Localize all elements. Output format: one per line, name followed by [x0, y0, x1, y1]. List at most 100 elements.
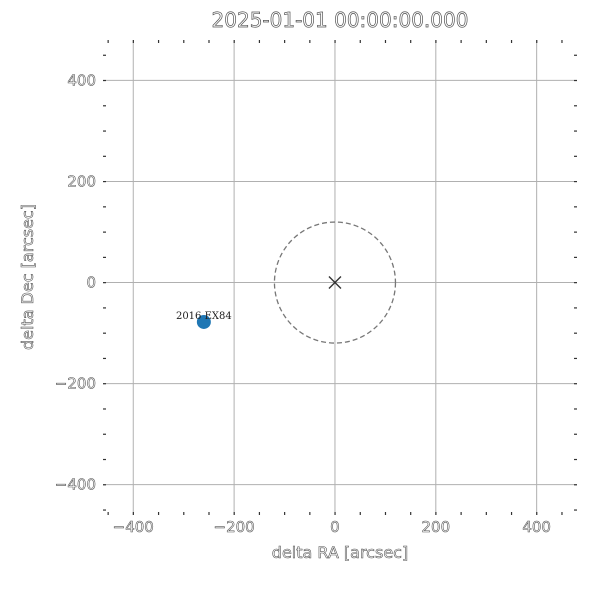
x-tick-label: −400	[113, 518, 154, 536]
y-minor-tick-left	[103, 357, 106, 360]
x-minor-tick-top	[410, 40, 412, 43]
x-minor-tick-bottom	[258, 512, 261, 515]
y-minor-tick-left	[103, 509, 106, 511]
y-minor-tick-left	[103, 408, 106, 410]
x-minor-tick-top	[258, 40, 261, 43]
y-minor-tick-right	[574, 180, 577, 183]
y-tick-labels: −400 −200 0 200 400	[54, 71, 96, 494]
center-x-marker	[328, 276, 342, 290]
x-minor-tick-bottom	[561, 512, 563, 515]
y-minor-tick-right	[574, 130, 577, 132]
x-minor-tick-bottom	[334, 512, 336, 515]
y-minor-tick-left	[103, 206, 106, 208]
y-minor-tick-right	[574, 357, 577, 360]
x-minor-tick-top	[208, 40, 210, 43]
y-minor-tick-left	[103, 307, 106, 309]
x-minor-tick-top	[536, 40, 538, 43]
field-of-view-circle	[273, 221, 397, 344]
y-tick-label: −400	[55, 476, 96, 494]
x-minor-tick-bottom	[435, 512, 437, 515]
x-minor-tick-bottom	[359, 512, 361, 515]
x-minor-tick-top	[485, 40, 487, 43]
y-minor-tick-left	[103, 332, 106, 334]
y-minor-tick-right	[574, 383, 577, 385]
y-minor-tick-left	[103, 105, 106, 107]
y-minor-tick-right	[574, 206, 577, 208]
y-minor-tick-left	[103, 130, 106, 132]
y-tick-label: −200	[55, 375, 96, 393]
x-minor-tick-bottom	[460, 512, 462, 515]
x-minor-tick-bottom	[309, 512, 311, 515]
y-minor-tick-right	[574, 307, 577, 309]
y-minor-tick-left	[103, 231, 106, 233]
y-minor-tick-right	[574, 433, 577, 435]
x-minor-tick-bottom	[208, 512, 210, 515]
x-tick-labels: −400 −200 0 200 400	[112, 518, 551, 537]
x-axis-label: delta RA [arcsec]	[272, 543, 408, 562]
x-minor-tick-bottom	[410, 512, 412, 515]
x-tick-label: −200	[214, 518, 255, 536]
x-minor-tick-top	[233, 40, 235, 43]
point-label: 2016 EX84	[176, 311, 232, 322]
x-minor-tick-top	[384, 40, 387, 43]
y-minor-tick-right	[574, 54, 577, 56]
y-tick-label: 400	[67, 71, 96, 89]
y-minor-tick-left	[103, 79, 106, 82]
x-minor-tick-top	[460, 40, 462, 43]
x-minor-tick-bottom	[157, 512, 160, 515]
x-minor-tick-bottom	[233, 512, 235, 515]
x-minor-tick-top	[561, 40, 563, 43]
y-minor-tick-right	[574, 484, 577, 486]
y-minor-tick-right	[574, 155, 577, 157]
x-minor-tick-bottom	[132, 512, 134, 515]
y-minor-tick-left	[103, 458, 106, 461]
y-minor-tick-right	[574, 332, 577, 334]
data-points: 2016 EX84	[176, 311, 232, 329]
x-minor-tick-bottom	[284, 512, 286, 515]
x-minor-tick-top	[107, 40, 109, 43]
y-tick-label: 200	[67, 172, 96, 190]
x-minor-tick-bottom	[510, 512, 513, 515]
y-minor-tick-right	[574, 231, 577, 233]
y-minor-tick-right	[574, 105, 577, 107]
y-tick-label: 0	[86, 274, 96, 292]
x-minor-tick-bottom	[183, 512, 185, 515]
x-tick-label: 200	[421, 518, 450, 536]
x-minor-tick-top	[183, 40, 185, 43]
x-minor-tick-top	[157, 40, 160, 43]
x-minor-tick-top	[284, 40, 286, 43]
x-minor-tick-bottom	[384, 512, 387, 515]
y-minor-tick-left	[103, 282, 106, 284]
x-minor-tick-bottom	[107, 512, 109, 515]
y-minor-tick-left	[103, 256, 106, 258]
y-minor-tick-right	[574, 408, 577, 410]
x-tick-label: 0	[330, 518, 340, 536]
minor-ticks	[103, 40, 577, 515]
y-minor-tick-left	[103, 433, 106, 435]
x-minor-tick-top	[132, 40, 134, 43]
x-tick-label: 400	[522, 518, 551, 536]
scatter-point	[196, 314, 211, 329]
y-minor-tick-right	[574, 509, 577, 511]
y-minor-tick-right	[574, 256, 577, 258]
y-minor-tick-right	[574, 79, 577, 82]
x-minor-tick-bottom	[536, 512, 538, 515]
x-minor-tick-top	[435, 40, 437, 43]
x-minor-tick-top	[510, 40, 513, 43]
chart-title: 2025-01-01 00:00:00.000	[212, 8, 469, 32]
y-axis-label: delta Dec [arcsec]	[18, 204, 37, 350]
center-marker-stroke	[328, 276, 342, 290]
y-minor-tick-left	[103, 54, 106, 56]
x-minor-tick-top	[309, 40, 311, 43]
y-minor-tick-left	[103, 180, 106, 183]
y-minor-tick-left	[103, 155, 106, 157]
x-minor-tick-bottom	[485, 512, 487, 515]
y-minor-tick-right	[574, 458, 577, 461]
y-minor-tick-left	[103, 484, 106, 486]
y-minor-tick-left	[103, 383, 106, 385]
x-minor-tick-top	[334, 40, 336, 43]
x-minor-tick-top	[359, 40, 361, 43]
y-minor-tick-right	[574, 282, 577, 284]
grid	[103, 40, 577, 515]
